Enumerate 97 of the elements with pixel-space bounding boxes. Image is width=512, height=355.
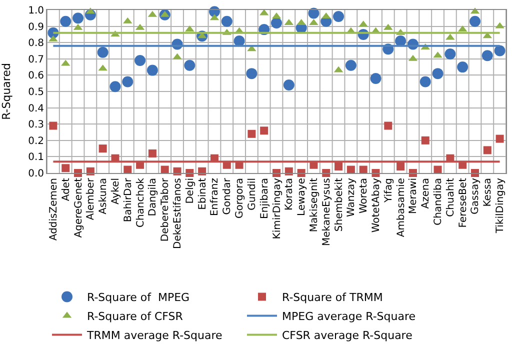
point xyxy=(124,166,132,174)
x-tick-label: Wanzay xyxy=(346,178,358,218)
point xyxy=(457,62,468,73)
x-tick-label: Adet xyxy=(60,178,72,202)
x-tick-label: Makisegnit xyxy=(308,178,320,232)
x-tick-label: Chuahit xyxy=(445,178,456,217)
point xyxy=(72,12,84,24)
x-tick-label: Dangila xyxy=(148,178,159,216)
point xyxy=(334,162,343,170)
x-tick-label: Aykel xyxy=(110,178,122,204)
x-tick-label: Enfranz xyxy=(210,178,221,216)
point xyxy=(160,166,169,174)
legend-label: TRMM average R-Square xyxy=(86,329,222,342)
point xyxy=(444,48,456,60)
point xyxy=(359,166,368,174)
x-tick-label: FereseBet xyxy=(458,178,469,228)
y-tick-label: 1.0 xyxy=(28,6,44,16)
y-tick-label: 0.6 xyxy=(28,70,44,82)
x-tick-label: Gundil xyxy=(246,178,258,210)
point xyxy=(260,126,268,135)
x-tick-label: Askuna xyxy=(98,178,110,214)
y-tick-label: 0.3 xyxy=(28,120,44,131)
x-tick-label: DebereTabor xyxy=(160,177,172,242)
legend-label: R-Square of TRMM xyxy=(282,291,383,304)
point xyxy=(122,76,134,88)
point xyxy=(421,136,430,144)
x-tick-label: Chanchok xyxy=(135,178,146,228)
point xyxy=(221,16,232,27)
x-tick-label: Azena xyxy=(420,178,432,209)
point xyxy=(482,50,493,62)
point xyxy=(483,146,492,154)
x-tick-label: Chandiba xyxy=(433,178,444,226)
y-tick-label: 0.4 xyxy=(28,103,44,114)
y-tick-label: 0.1 xyxy=(28,152,44,164)
x-tick-label: MekaneEysus xyxy=(321,178,332,246)
legend-label: MPEG average R-Square xyxy=(282,310,416,323)
point xyxy=(432,68,444,80)
x-tick-label: Yifag xyxy=(383,178,394,204)
x-tick-label: BahirDar xyxy=(122,177,134,222)
point xyxy=(395,35,406,46)
point xyxy=(110,81,121,92)
point xyxy=(184,60,196,71)
point xyxy=(246,68,258,80)
x-tick-label: DekeEstifanos xyxy=(172,178,184,249)
point xyxy=(146,64,158,76)
point xyxy=(469,16,480,27)
legend-label: CFSR average R-Square xyxy=(282,329,413,342)
x-tick-label: Woreta xyxy=(358,178,370,214)
point xyxy=(496,134,504,143)
point xyxy=(271,18,282,29)
x-tick-label: Ebinat xyxy=(197,178,208,210)
point xyxy=(134,55,146,66)
point xyxy=(148,149,156,158)
x-tick-label: AgereGenet xyxy=(73,178,84,238)
point xyxy=(346,166,355,174)
x-tick-label: Enjibara xyxy=(259,178,270,219)
point xyxy=(370,72,382,84)
point xyxy=(62,164,70,172)
x-tick-label: Korata xyxy=(284,178,296,210)
point xyxy=(333,11,344,22)
x-tick-label: Gondar xyxy=(222,177,234,215)
x-tick-label: Delgi xyxy=(184,178,196,204)
x-tick-label: Alember xyxy=(86,177,97,220)
y-tick-label: 0.8 xyxy=(28,38,44,50)
x-tick-label: Gorgora xyxy=(234,178,246,219)
point xyxy=(234,35,245,46)
x-tick-label: KimirDingay xyxy=(272,178,283,240)
point xyxy=(345,60,356,71)
point xyxy=(49,122,58,130)
point xyxy=(98,144,107,153)
point xyxy=(396,162,405,170)
x-tick-label: TikilDingay xyxy=(495,178,506,234)
point xyxy=(434,166,442,174)
y-tick-label: 0.2 xyxy=(28,136,44,147)
point xyxy=(384,122,392,130)
x-tick-label: Shembekit xyxy=(334,178,345,232)
point xyxy=(97,46,108,58)
x-tick-label: WotetAbay xyxy=(370,178,382,233)
y-tick-label: 0.0 xyxy=(28,168,44,180)
y-tick-label: 0.9 xyxy=(28,22,44,33)
legend-label: R-Square of CFSR xyxy=(87,310,184,323)
x-tick-label: Kessa xyxy=(482,178,494,207)
legend-label: R-Square of MPEG xyxy=(87,291,190,304)
y-axis-title: R-Squared xyxy=(0,63,13,120)
point xyxy=(494,45,506,56)
x-tick-label: AddisZemen xyxy=(48,178,60,241)
x-tick-label: Lewaye xyxy=(296,178,308,216)
point xyxy=(283,79,294,90)
point xyxy=(248,130,256,138)
point xyxy=(420,76,431,88)
point xyxy=(60,16,72,27)
x-tick-label: Gassay xyxy=(470,178,482,214)
x-tick-label: Ambasamie xyxy=(396,178,407,238)
y-tick-label: 0.5 xyxy=(28,87,44,98)
point xyxy=(308,8,320,19)
y-tick-label: 0.7 xyxy=(28,54,44,66)
x-tick-label: Merawi xyxy=(408,178,420,214)
